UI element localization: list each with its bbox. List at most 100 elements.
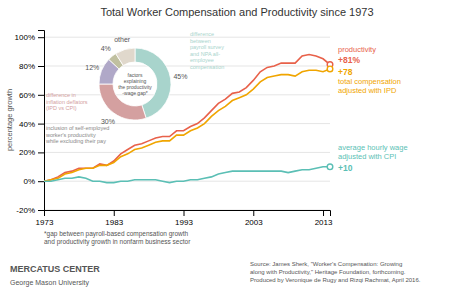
- donut-annotation: inclusion of self-employedworker's produ…: [45, 125, 109, 144]
- donut-annotation-line: (IPD vs CPI): [46, 105, 77, 111]
- donut: 45% 30% 12% 4%other factorsexplainingthe pro…: [85, 36, 187, 124]
- x-tick-mark: [114, 210, 115, 216]
- y-tick: 40%: [19, 120, 44, 129]
- x-axis-line: [45, 211, 331, 217]
- y-tick: 80%: [19, 62, 44, 71]
- series-label-line: adjusted with IPD: [338, 86, 397, 95]
- series-label-line: average hourly wage: [338, 143, 408, 152]
- donut-annotation-line: between: [190, 38, 211, 44]
- grid: [44, 37, 330, 210]
- series-label-line: total compensation: [338, 77, 401, 86]
- title: Total Worker Compensation and Productivi…: [100, 6, 373, 18]
- x-tick: 2003: [245, 210, 263, 227]
- donut-annotation-line: difference: [190, 31, 214, 37]
- annotation-line: +78: [338, 67, 353, 77]
- y-tick-label: 60%: [19, 91, 35, 100]
- y-tick-mark: [38, 210, 44, 211]
- y-tick: -20%: [16, 206, 44, 215]
- y-tick: 100%: [15, 33, 44, 42]
- donut-label: 45%: [173, 73, 187, 80]
- donut-title: factorsexplainingthe productivity-wage g…: [118, 72, 152, 96]
- x-tick-label: 2013: [315, 218, 333, 227]
- donut-label: 30%: [101, 118, 115, 125]
- annotation: George Mason University: [10, 279, 89, 287]
- annotation-line: *gap between payroll-based compensation …: [44, 230, 189, 238]
- annotation: *gap between payroll-based compensation …: [44, 230, 191, 246]
- donut-annotation-line: while excluding their pay: [45, 138, 106, 144]
- donut-annotation: difference ininflation deflators(IPD vs …: [46, 92, 88, 111]
- donut-annotation: differencebetweenpayroll surveyand NPA a…: [190, 31, 224, 70]
- donut-annotation-line: inflation deflators: [46, 99, 88, 105]
- y-tick-mark: [38, 152, 44, 153]
- donut-title-line: -wage gap*: [122, 90, 147, 96]
- y-tick-label: 0%: [23, 177, 35, 186]
- series-label-line: adjusted with CPI: [338, 152, 396, 161]
- y-tick-mark: [38, 66, 44, 67]
- donut-annotation-line: payroll survey: [190, 44, 224, 50]
- series-line: [44, 69, 330, 181]
- y-tick-mark: [38, 124, 44, 125]
- donut-annotation-line: worker's productivity: [45, 132, 96, 138]
- donut-label: other: [114, 36, 131, 43]
- donut-label: 4%: [101, 45, 111, 52]
- end-markers: [327, 62, 333, 170]
- y-tick-label: 100%: [15, 33, 35, 42]
- annotation: +81%: [338, 55, 360, 65]
- series-line: [44, 167, 330, 183]
- series-line: [44, 54, 330, 181]
- y-tick-mark: [38, 37, 44, 38]
- annotation-line: Source: James Sherk, "Worker's Compensat…: [250, 261, 402, 267]
- x-tick-mark: [184, 210, 185, 216]
- donut-label: 12%: [85, 64, 99, 71]
- donut-annotation-line: inclusion of self-employed: [46, 125, 109, 131]
- texts: Total Worker Compensation and Productivi…: [5, 6, 421, 287]
- grid-line: [44, 94, 330, 95]
- annotation: MERCATUS CENTER: [10, 264, 100, 274]
- annotation-line: Produced by Veronique de Rugy and Rizqi …: [250, 277, 421, 283]
- y-axis-line: [38, 31, 45, 211]
- series-label: total compensationadjusted with IPD: [338, 77, 401, 95]
- grid-line: [44, 123, 330, 124]
- series-label: productivity: [338, 45, 376, 54]
- x-tick: 1983: [105, 210, 123, 227]
- x-tick: 1973: [36, 210, 54, 227]
- annotation-line: George Mason University: [10, 279, 89, 287]
- y-tick-label: -20%: [16, 206, 35, 215]
- x-axis: 1973 1983 1993 2003 2013: [36, 210, 333, 227]
- x-tick-label: 2003: [245, 218, 263, 227]
- x-tick-label: 1983: [105, 218, 123, 227]
- annotation-line: +81%: [338, 55, 360, 65]
- x-tick-label: 1973: [36, 218, 54, 227]
- title-line: Total Worker Compensation and Productivi…: [100, 6, 373, 18]
- grid-line: [44, 37, 330, 38]
- annotation-line: +10: [338, 163, 353, 173]
- annotation-line: and productivity growth in nonfarm busin…: [44, 238, 191, 246]
- donut-annotation-line: difference in: [46, 92, 76, 98]
- y-axis: -20% 0% 20% 40% 60% 80% 100%: [15, 31, 45, 216]
- annotation: Source: James Sherk, "Worker's Compensat…: [250, 261, 421, 283]
- donut-annotation-line: and NPA all-: [190, 51, 220, 57]
- grid-line: [44, 152, 330, 153]
- chart-svg: -20% 0% 20% 40% 60% 80% 100% 1973 1983 1993 2003 20…: [0, 0, 474, 308]
- y-tick: 0%: [23, 177, 44, 186]
- donut-annotation-line: employee: [190, 57, 214, 63]
- annotation: +78: [338, 67, 353, 77]
- y-tick-label: 40%: [19, 120, 35, 129]
- annotation: +10: [338, 163, 353, 173]
- y-tick: 60%: [19, 91, 44, 100]
- y-tick-label: 80%: [19, 62, 35, 71]
- y-tick-label: 20%: [19, 148, 35, 157]
- series-label-line: productivity: [338, 45, 376, 54]
- x-tick-mark: [323, 210, 324, 216]
- y-tick: 20%: [19, 148, 44, 157]
- y-axis-title: percentage growth: [5, 89, 14, 151]
- x-tick-mark: [253, 210, 254, 216]
- x-tick-mark: [44, 210, 45, 216]
- annotation-line: MERCATUS CENTER: [10, 264, 100, 274]
- donut-annotation-line: compensation: [190, 64, 224, 70]
- plot-area: [44, 54, 330, 182]
- x-tick-label: 1993: [175, 218, 193, 227]
- x-tick: 2013: [315, 210, 333, 227]
- end-marker: [327, 66, 333, 72]
- y-tick-mark: [38, 181, 44, 182]
